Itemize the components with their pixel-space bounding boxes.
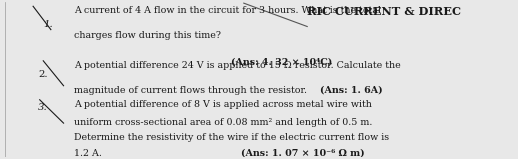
Text: Determine the resistivity of the wire if the electric current flow is: Determine the resistivity of the wire if…: [74, 133, 389, 142]
Text: A potential difference 24 V is applied to 15 Ω resistor. Calculate the: A potential difference 24 V is applied t…: [74, 61, 400, 70]
Text: RIC CURRENT & DIREC: RIC CURRENT & DIREC: [307, 6, 461, 17]
Text: A potential difference of 8 V is applied across metal wire with: A potential difference of 8 V is applied…: [74, 100, 371, 109]
Text: 3.: 3.: [38, 103, 48, 112]
Text: A current of 4 A flow in the circuit for 3 hours. What is the total: A current of 4 A flow in the circuit for…: [74, 6, 381, 15]
Text: (Ans: 1. 07 × 10⁻⁶ Ω m): (Ans: 1. 07 × 10⁻⁶ Ω m): [241, 149, 365, 158]
Text: uniform cross-sectional area of 0.08 mm² and length of 0.5 m.: uniform cross-sectional area of 0.08 mm²…: [74, 118, 372, 127]
Text: 1.2 A.: 1.2 A.: [74, 149, 102, 158]
Text: (Ans: 4. 32 × 10⁴C): (Ans: 4. 32 × 10⁴C): [231, 58, 333, 67]
Text: magnitude of current flows through the resistor.: magnitude of current flows through the r…: [74, 86, 307, 95]
Text: 1.: 1.: [44, 20, 53, 29]
Text: 2.: 2.: [38, 70, 48, 79]
Text: (Ans: 1. 6A): (Ans: 1. 6A): [320, 86, 382, 95]
Text: charges flow during this time?: charges flow during this time?: [74, 31, 221, 40]
